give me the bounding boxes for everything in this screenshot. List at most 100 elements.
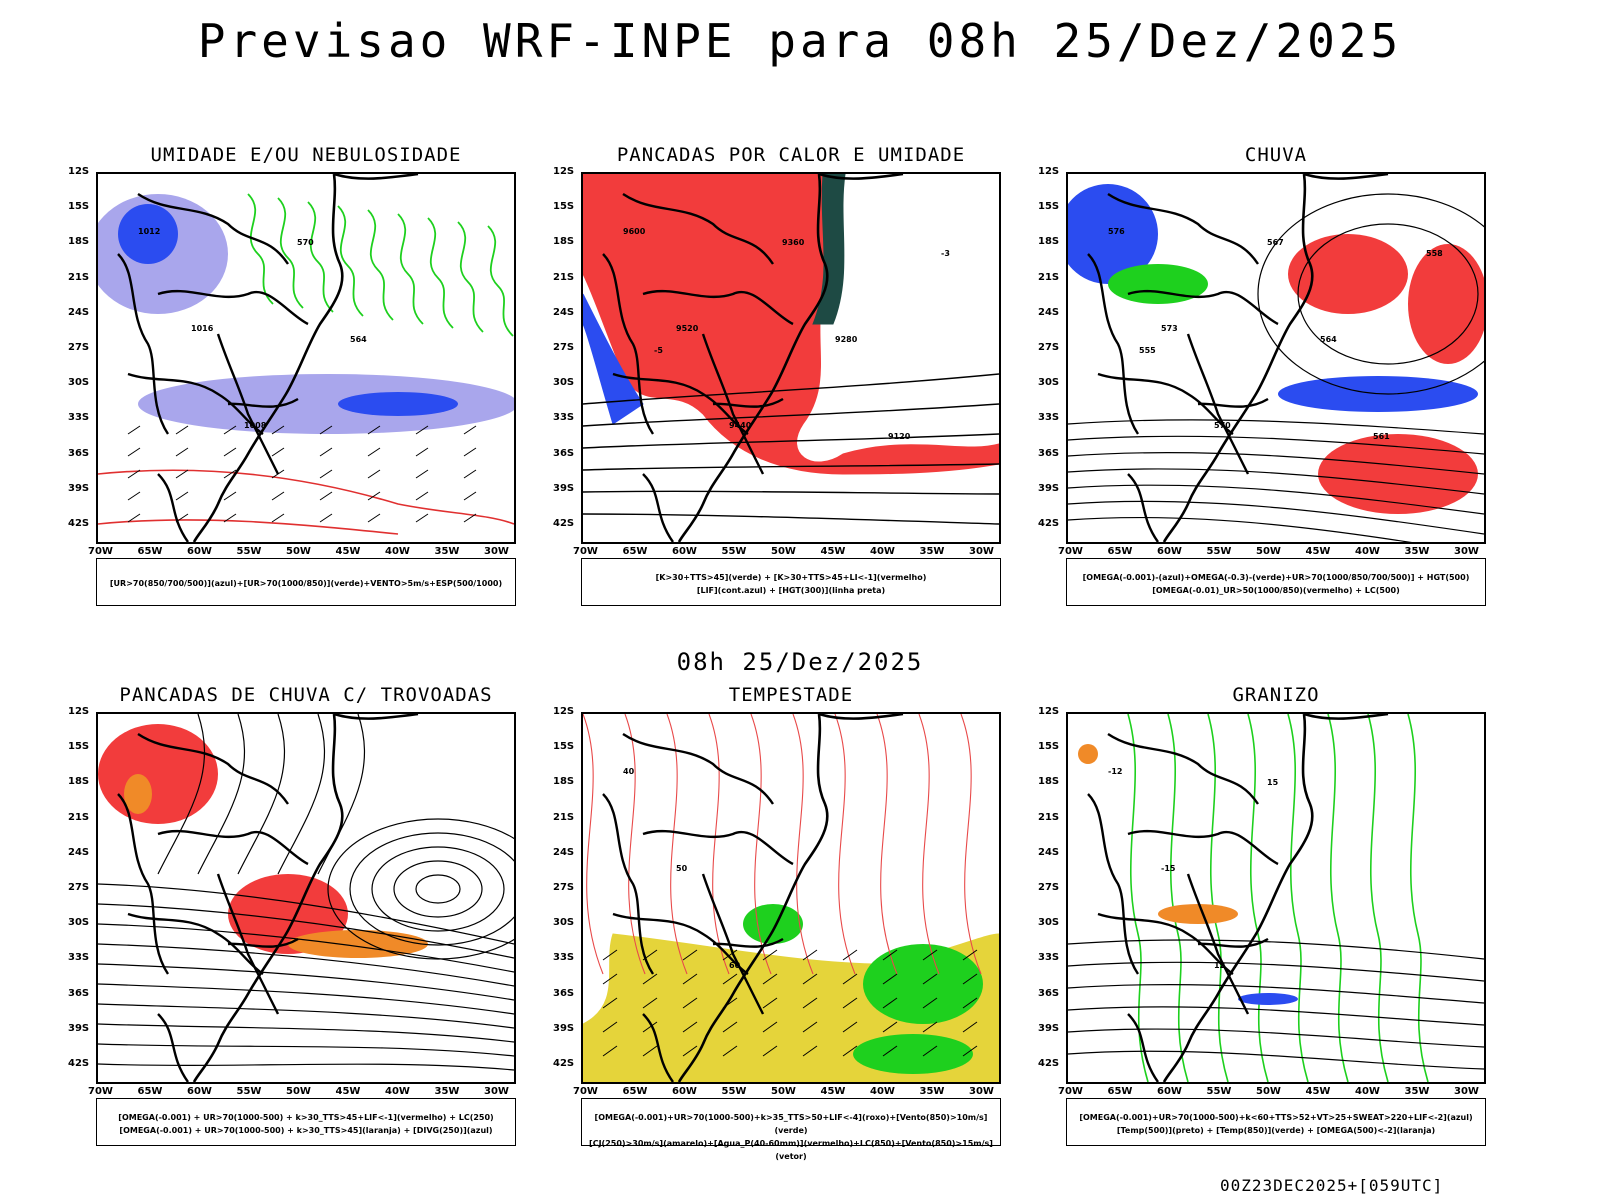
- coastline: [818, 714, 904, 720]
- longitude-label: 40W: [1355, 546, 1380, 557]
- streamline-250: [98, 943, 514, 987]
- latitude-label: 42S: [553, 1058, 575, 1069]
- wind-vector: [415, 491, 429, 501]
- panel-title: UMIDADE E/OU NEBULOSIDADE: [150, 144, 462, 166]
- wind-vector: [802, 1021, 818, 1033]
- wind-vector: [842, 949, 858, 961]
- country-border: [612, 372, 749, 435]
- panel-legend: [UR>70(850/700/500)](azul)+[UR>70(1000/8…: [96, 558, 516, 606]
- longitude-label: 35W: [434, 1086, 460, 1097]
- wind-vector: [367, 513, 381, 523]
- wind-vector: [682, 997, 698, 1009]
- wind-vector: [762, 949, 778, 961]
- latitude-label: 42S: [68, 518, 90, 529]
- contour-label: 12: [1214, 961, 1225, 970]
- temp500-contour: [1068, 983, 1484, 1004]
- latitude-label: 36S: [553, 447, 575, 459]
- humidity-contour-green: [337, 205, 364, 317]
- country-border: [1127, 1013, 1159, 1082]
- longitude-label: 45W: [820, 1086, 846, 1097]
- longitude-label: 60W: [187, 1086, 212, 1097]
- country-border: [157, 289, 309, 326]
- longitude-label: 55W: [236, 1086, 262, 1097]
- legend-line: [OMEGA(-0.001)+UR>70(1000-500)+k>35_TTS>…: [594, 1113, 988, 1135]
- streamline-250: [98, 983, 514, 1015]
- wind-vector: [463, 469, 477, 479]
- wind-vector: [319, 491, 333, 501]
- wind-vector: [642, 973, 658, 985]
- streamline-250: [98, 1043, 514, 1057]
- humidity-contour-green: [397, 213, 424, 325]
- wind-vector: [802, 973, 818, 985]
- latitude-label: 33S: [68, 412, 90, 424]
- longitude-label: 30W: [969, 1086, 994, 1097]
- temp850-contour: [1127, 714, 1149, 1082]
- coastline: [1162, 174, 1314, 542]
- wind-vector: [602, 997, 618, 1009]
- latitude-label: 30S: [553, 917, 575, 929]
- latitude-label: 21S: [1038, 271, 1060, 283]
- latitude-label: 15S: [553, 741, 575, 753]
- wind-vector: [127, 491, 141, 501]
- thickness-contour-red: [98, 469, 514, 525]
- wind-vector: [415, 469, 429, 479]
- wind-vector: [463, 447, 477, 457]
- legend-line: [OMEGA(-0.001) + UR>70(1000-500) + k>30_…: [118, 1113, 494, 1122]
- wind-vector: [127, 447, 141, 457]
- latitude-label: 27S: [68, 882, 90, 893]
- hgt500-contour: [1068, 452, 1484, 475]
- country-border: [117, 793, 169, 975]
- wind-vector: [802, 997, 818, 1009]
- longitude-label: 60W: [1157, 546, 1182, 557]
- cloud-band-dense: [338, 392, 458, 416]
- legend-line: [OMEGA(-0.001) + UR>70(1000-500) + k>30_…: [119, 1126, 493, 1135]
- panel-title: TEMPESTADE: [728, 684, 854, 706]
- wind-vector: [602, 1045, 618, 1057]
- longitude-label: 65W: [1107, 1086, 1133, 1097]
- panel-title: GRANIZO: [1232, 684, 1320, 706]
- temp500-contour: [1068, 1050, 1484, 1070]
- hgt500-contour: [1068, 500, 1484, 535]
- latitude-label: 27S: [1038, 342, 1060, 353]
- wind-vector: [922, 949, 938, 961]
- panel-legend: [K>30+TTS>45](verde) + [K>30+TTS>45+LI<-…: [581, 558, 1001, 606]
- longitude-label: 30W: [969, 546, 994, 557]
- panel-title: CHUVA: [1244, 144, 1308, 166]
- longitude-label: 60W: [187, 546, 212, 557]
- temp500-contour: [1068, 961, 1484, 982]
- latitude-label: 12S: [68, 706, 90, 717]
- humidity-contour-green: [247, 193, 274, 305]
- longitude-label: 50W: [286, 1086, 311, 1097]
- wind-vector: [463, 425, 477, 435]
- cloud-band: [138, 374, 514, 434]
- wind-vector: [271, 447, 285, 457]
- longitude-label: 65W: [137, 1086, 163, 1097]
- latitude-label: 33S: [553, 412, 575, 424]
- wind-vector: [175, 491, 189, 501]
- latitude-label: 39S: [553, 482, 575, 494]
- wind-vector: [415, 447, 429, 457]
- omega500-orange: [1078, 744, 1098, 764]
- map-plot: -12 -15 12 15: [1066, 712, 1486, 1084]
- country-border: [227, 937, 299, 948]
- contour-label: 50: [676, 864, 688, 873]
- humidity-contour-green: [367, 209, 394, 321]
- temp850-contour: [1167, 714, 1189, 1082]
- wind-vector: [127, 469, 141, 479]
- coastline: [1303, 174, 1389, 180]
- wind-vector: [175, 469, 189, 479]
- temp850-contour: [1327, 714, 1349, 1082]
- wind-vector: [367, 469, 381, 479]
- wind-vector: [319, 469, 333, 479]
- longitude-label: 50W: [1256, 546, 1281, 557]
- wind-vector: [223, 491, 237, 501]
- wind-vector: [682, 949, 698, 961]
- longitude-label: 30W: [484, 546, 509, 557]
- latitude-label: 27S: [1038, 882, 1060, 893]
- coastline: [677, 174, 829, 542]
- map-panel-1: UMIDADE E/OU NEBULOSIDADE 1012 1016 1008 570…: [68, 144, 516, 606]
- omega-area-blue: [1068, 184, 1158, 284]
- country-border: [1097, 912, 1234, 975]
- wind-vector: [602, 973, 618, 985]
- wind-vector: [175, 425, 189, 435]
